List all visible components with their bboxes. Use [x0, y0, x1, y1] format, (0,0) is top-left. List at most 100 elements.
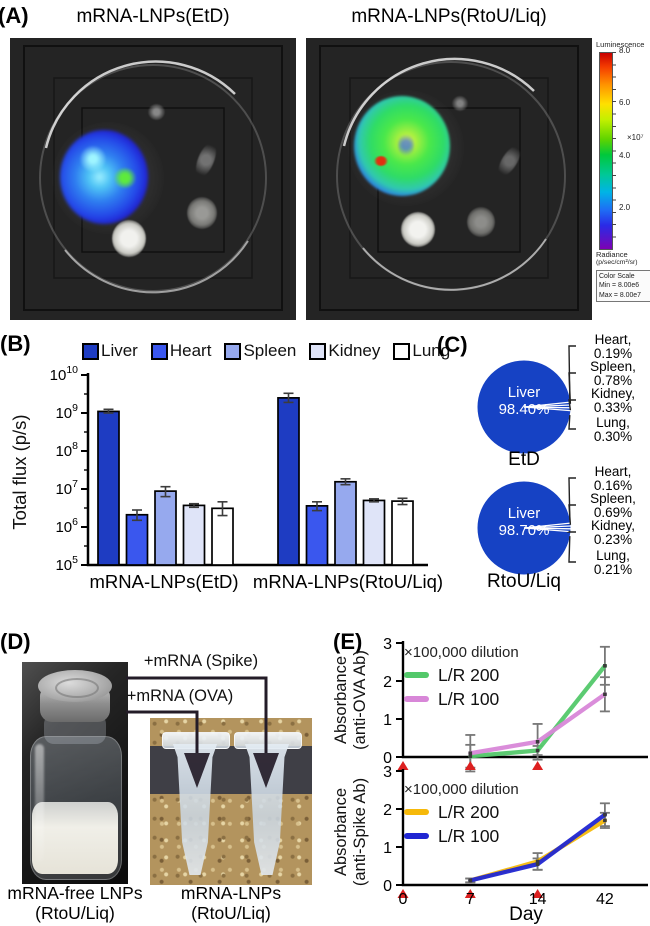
panel-a-left-title: mRNA-LNPs(EtD)	[76, 6, 230, 27]
scale-box-min: Min = 8.00e6	[599, 282, 640, 290]
legend-row-l-r-200: L/R 200	[404, 800, 604, 824]
svg-text:0: 0	[383, 878, 392, 895]
colorbar-radiance-units: (p/sec/cm²/sr)	[596, 259, 638, 266]
liver-red-hotspot-rtou	[374, 156, 388, 166]
panel-b-label: (B)	[0, 331, 31, 356]
legend-label-spleen: Spleen	[243, 341, 297, 360]
pie-slice-label-spleen: Spleen, 0.69%	[590, 491, 636, 520]
legend-swatch	[404, 809, 429, 815]
legend-row-l-r-200: L/R 200	[404, 663, 604, 687]
pie-slice-label-heart: Heart, 0.16%	[593, 464, 633, 493]
svg-text:1010: 1010	[50, 364, 79, 384]
vial-milky-liquid	[32, 802, 118, 874]
svg-text:42: 42	[596, 891, 614, 908]
legend-swatch	[404, 696, 429, 702]
vial-photo	[22, 662, 128, 884]
svg-text:Day: Day	[509, 904, 543, 925]
dilution-annotation: ×100,000 dilution	[404, 781, 519, 798]
pie-slice-label-kidney: Kidney, 0.23%	[590, 518, 636, 547]
svg-text:109: 109	[55, 402, 78, 422]
panel-e-label: (E)	[333, 629, 363, 654]
pie-charts	[477, 345, 576, 575]
spike-chart-legend: ×100,000 dilution L/R 200 L/R 100	[404, 781, 604, 848]
pie-rtou-liver-text: Liver	[507, 505, 541, 522]
legend-row-l-r-100: L/R 100	[404, 824, 604, 848]
pie-slice-label-lung: Lung, 0.21%	[593, 548, 633, 577]
liver-cyan-spot-etd	[80, 146, 106, 172]
mrna-addition-arrows	[126, 676, 279, 788]
ivis-image-etd	[10, 38, 296, 320]
kidney-organ-rtou	[401, 212, 435, 247]
pie-rtou-percent-text: 98.70%	[498, 521, 550, 539]
arrow-label-ova: +mRNA (OVA)	[126, 687, 234, 705]
legend-label: L/R 200	[438, 664, 500, 685]
svg-text:7: 7	[466, 891, 475, 908]
legend-label: L/R 100	[438, 825, 500, 846]
kidney-organ-etd	[112, 220, 146, 257]
dilution-annotation: ×100,000 dilution	[404, 644, 519, 661]
legend-row-l-r-100: L/R 100	[404, 687, 604, 711]
arrow-label-spike: +mRNA (Spike)	[143, 652, 259, 670]
svg-text:14: 14	[529, 891, 547, 908]
caption-mrna-free-lnps: mRNA-free LNPs (RtoU/Liq)	[0, 883, 151, 923]
caption-left-line1: mRNA-free LNPs	[7, 883, 143, 903]
bar-chart: 105 106 107 108 109 1010	[50, 364, 428, 574]
svg-text:107: 107	[55, 478, 78, 498]
vial-highlight	[35, 744, 44, 862]
panel-a-right-title: mRNA-LNPs(RtoU/Liq)	[351, 6, 547, 27]
colorbar-tick-4: 4.0	[619, 151, 631, 160]
legend-label: L/R 100	[438, 688, 500, 709]
liver-blue-patch-rtou	[398, 134, 414, 156]
colorbar-tick-8: 8.0	[619, 46, 631, 55]
pie-slice-label-lung: Lung, 0.30%	[593, 415, 633, 444]
legend-label-kidney: Kidney	[328, 341, 381, 360]
pie-etd-center-label: Liver 98.40%	[481, 384, 567, 418]
colorbar-title: Luminescence	[596, 40, 645, 49]
svg-text:106: 106	[55, 516, 78, 536]
legend-swatch-liver	[82, 342, 99, 360]
svg-text:3: 3	[383, 636, 392, 653]
legend-label: L/R 200	[438, 801, 500, 822]
pie-slice-label-spleen: Spleen, 0.78%	[590, 359, 636, 388]
colorbar-ticks	[612, 52, 616, 249]
svg-text:1: 1	[383, 712, 392, 729]
heart-organ-etd	[148, 104, 165, 120]
colorbar-gradient	[599, 52, 613, 250]
caption-mrna-lnps: mRNA-LNPs (RtoU/Liq)	[155, 883, 307, 923]
legend-label-heart: Heart	[169, 341, 212, 360]
svg-text:108: 108	[55, 440, 78, 460]
luminescence-colorbar: Luminescence 8.0 6.0 4.0 2.0 ×10⁷ Radian…	[596, 38, 650, 318]
pie-slice-label-heart: Heart, 0.19%	[593, 332, 633, 361]
pie-slice-label-kidney: Kidney, 0.33%	[590, 386, 636, 415]
pie-rtou-center-label: Liver 98.70%	[481, 505, 567, 539]
pie-etd-title: EtD	[508, 449, 540, 470]
dish-frame-rtou	[319, 45, 579, 311]
scale-box-title: Color Scale	[599, 273, 635, 280]
legend-item-kidney: Kidney	[309, 341, 380, 361]
svg-text:105: 105	[55, 554, 78, 574]
panel-a-label: (A)	[0, 3, 29, 28]
svg-text:3: 3	[383, 764, 392, 781]
caption-right-line1: mRNA-LNPs	[180, 883, 282, 903]
legend-label-liver: Liver	[101, 341, 138, 360]
caption-right-line2: (RtoU/Liq)	[191, 902, 271, 923]
pie-rtou-title: RtoU/Liq	[487, 571, 561, 592]
caption-left-line2: (RtoU/Liq)	[35, 902, 115, 923]
lung-organ-etd	[187, 197, 217, 229]
legend-label-lung: Lung	[412, 341, 451, 360]
liver-green-spot-etd	[114, 168, 136, 188]
lung-organ-rtou	[467, 207, 495, 237]
legend-swatch-lung	[393, 342, 411, 360]
svg-text:0: 0	[399, 891, 408, 908]
legend-swatch-heart	[150, 342, 168, 360]
scale-box-max: Max = 8.00e7	[599, 291, 641, 299]
vial-cap-ring	[55, 678, 99, 698]
ova-chart-legend: ×100,000 dilution L/R 200 L/R 100	[404, 644, 604, 711]
legend-swatch-spleen	[224, 342, 242, 360]
bar-group-label-rtou: mRNA-LNPs(RtoU/Liq)	[252, 571, 444, 592]
pie-etd-percent-text: 98.40%	[498, 400, 550, 418]
panel-d-label: (D)	[0, 629, 31, 654]
svg-text:2: 2	[383, 802, 392, 819]
